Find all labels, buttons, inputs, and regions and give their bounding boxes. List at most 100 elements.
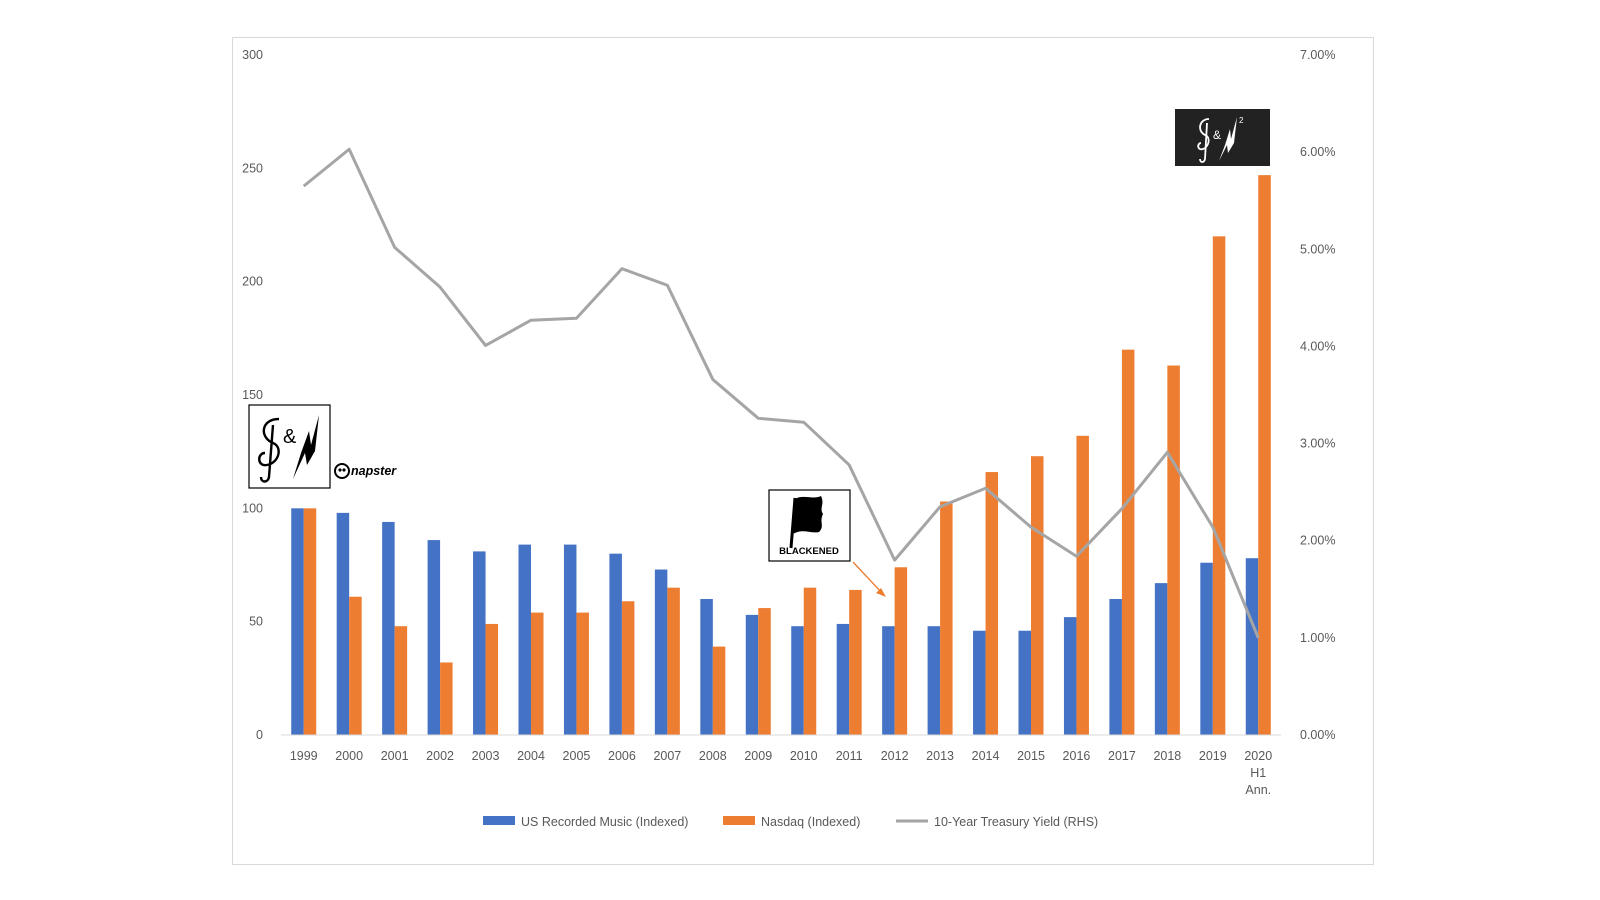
legend-nasdaq-label: Nasdaq (Indexed) <box>761 815 860 829</box>
bar-us-recorded-music-0 <box>291 508 304 735</box>
x-tick-label: 2005 <box>563 749 591 763</box>
bar-nasdaq-6 <box>576 612 589 735</box>
y-left-tick-label: 250 <box>242 161 263 175</box>
x-tick-label: Ann. <box>1245 783 1271 797</box>
y-right-tick-label: 6.00% <box>1300 145 1335 159</box>
blackened-arrow <box>852 561 884 595</box>
bar-nasdaq-11 <box>803 587 817 735</box>
treble-clef-shape <box>258 417 280 483</box>
blackened-arrowhead <box>876 588 886 597</box>
napster-wordmark: napster <box>351 464 397 478</box>
s-and-m-logo: & <box>248 404 331 489</box>
bar-nasdaq-18 <box>1121 349 1135 735</box>
bar-nasdaq-2 <box>394 626 408 735</box>
bar-nasdaq-5 <box>531 612 544 735</box>
legend: US Recorded Music (Indexed) Nasdaq (Index… <box>483 815 1098 829</box>
x-tick-label: 2017 <box>1108 749 1136 763</box>
bar-nasdaq-16 <box>1031 456 1044 735</box>
chart-frame: 0 50 100 150 200 250 300 0.00% 1.00% 2.00% 3.00% 4.… <box>232 37 1374 865</box>
bar-nasdaq-20 <box>1212 236 1226 735</box>
y-left-tick-label: 150 <box>242 388 263 402</box>
bar-us-recorded-music-3 <box>427 540 441 735</box>
bar-nasdaq-9 <box>712 646 726 735</box>
bar-us-recorded-music-16 <box>1018 630 1031 735</box>
x-tick-label: 2011 <box>836 749 863 763</box>
x-tick-label: 2003 <box>472 749 500 763</box>
napster-cat-head <box>334 463 350 479</box>
x-tick-label: 2009 <box>744 749 772 763</box>
flag-pole <box>789 497 797 549</box>
lightning-m-shape <box>293 415 319 479</box>
y-left-tick-label: 200 <box>242 275 263 289</box>
x-tick-label: 2007 <box>653 749 681 763</box>
y-left-tick-label: 100 <box>242 501 263 515</box>
x-tick-label: 2002 <box>426 749 454 763</box>
bar-nasdaq-12 <box>849 589 862 735</box>
bar-us-recorded-music-14 <box>927 626 941 735</box>
bar-us-recorded-music-13 <box>882 626 895 735</box>
bar-nasdaq-8 <box>667 587 680 735</box>
y-left-tick-label: 300 <box>242 48 263 62</box>
y-right-tick-label: 0.00% <box>1300 728 1335 742</box>
bar-nasdaq-15 <box>985 472 999 735</box>
y-right-tick-label: 5.00% <box>1300 242 1335 256</box>
y-right-tick-label: 1.00% <box>1300 631 1335 645</box>
x-tick-label: 2020 <box>1244 749 1272 763</box>
blackened-logo: BLACKENED <box>768 489 851 562</box>
bar-us-recorded-music-19 <box>1154 583 1168 735</box>
legend-nasdaq-swatch <box>723 816 755 825</box>
bar-us-recorded-music-17 <box>1063 617 1077 735</box>
bar-nasdaq-14 <box>940 501 953 735</box>
bar-us-recorded-music-10 <box>745 614 759 735</box>
x-tick-label: 2016 <box>1063 749 1091 763</box>
bar-us-recorded-music-11 <box>791 626 804 735</box>
bar-us-recorded-music-4 <box>473 551 486 735</box>
flag-icon <box>793 496 823 534</box>
napster-logo: napster <box>334 463 397 479</box>
y-left-tick-label: 50 <box>249 615 263 629</box>
ampersand-mark: & <box>283 426 297 448</box>
line-layer <box>302 147 1260 639</box>
x-tick-label: 2004 <box>517 749 545 763</box>
bar-nasdaq-19 <box>1167 365 1180 735</box>
bar-nasdaq-4 <box>485 623 499 735</box>
x-tick-label: 2015 <box>1017 749 1045 763</box>
bar-nasdaq-17 <box>1076 435 1089 735</box>
bars-layer <box>291 175 1271 735</box>
x-tick-label: 2019 <box>1199 749 1227 763</box>
napster-eye-left <box>338 468 342 472</box>
treble-clef-shape <box>1197 118 1210 163</box>
treasury-yield-line <box>302 147 1260 639</box>
y-right-tick-label: 4.00% <box>1300 339 1335 353</box>
s-and-m2-logo-frame <box>1175 109 1270 166</box>
x-tick-label: 1999 <box>290 749 318 763</box>
x-tick-label: 2006 <box>608 749 636 763</box>
x-tick-label: 2008 <box>699 749 727 763</box>
legend-us-recorded-music-label: US Recorded Music (Indexed) <box>521 815 688 829</box>
bar-nasdaq-21 <box>1258 175 1271 735</box>
superscript-two: 2 <box>1239 116 1244 125</box>
x-tick-label: 2000 <box>335 749 363 763</box>
bar-nasdaq-7 <box>621 601 635 735</box>
y-right-tick-label: 3.00% <box>1300 437 1335 451</box>
s-and-m-logo-frame <box>248 404 331 489</box>
x-tick-label: 2013 <box>926 749 954 763</box>
bar-us-recorded-music-5 <box>518 544 531 735</box>
bar-us-recorded-music-18 <box>1109 599 1122 735</box>
x-tick-label: 2001 <box>381 749 409 763</box>
x-tick-label: 2012 <box>881 749 909 763</box>
bar-nasdaq-10 <box>758 608 771 735</box>
bar-us-recorded-music-9 <box>700 599 713 735</box>
legend-treasury-yield-label: 10-Year Treasury Yield (RHS) <box>934 815 1098 829</box>
ampersand-mark: & <box>1213 128 1221 142</box>
bar-us-recorded-music-1 <box>336 512 350 735</box>
bar-us-recorded-music-6 <box>563 544 577 735</box>
s-and-m2-logo: & 2 <box>1175 109 1270 166</box>
x-tick-label: 2010 <box>790 749 818 763</box>
bar-us-recorded-music-2 <box>382 521 395 735</box>
x-tick-label: 2018 <box>1153 749 1181 763</box>
bar-us-recorded-music-21 <box>1245 558 1259 735</box>
bar-us-recorded-music-15 <box>973 630 986 735</box>
bar-nasdaq-1 <box>349 596 362 735</box>
y-right-tick-label: 2.00% <box>1300 534 1335 548</box>
